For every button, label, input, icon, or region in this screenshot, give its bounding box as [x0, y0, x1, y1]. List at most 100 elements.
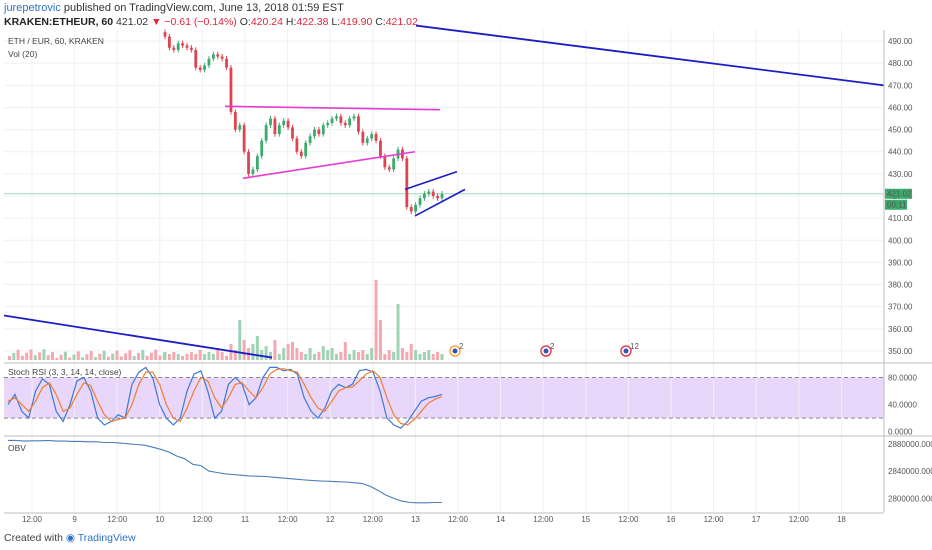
candle-body — [440, 193, 444, 199]
price-axis[interactable]: 490.00 480.00 470.00 460.00 450.00 440.00 430.… — [883, 30, 932, 512]
candle-body — [423, 193, 426, 199]
candle-body — [291, 127, 294, 139]
stoch-legend: Stoch RSI (3, 3, 14, 14, close) — [8, 367, 122, 377]
stoch-tick-label: 40.0000 — [888, 401, 917, 410]
volume-bar — [38, 352, 42, 360]
volume-bar — [59, 354, 63, 360]
candle-body — [220, 56, 224, 59]
candle-body — [330, 118, 334, 123]
candle-body — [414, 204, 418, 212]
volume-bar — [400, 348, 404, 360]
candle-body — [405, 158, 409, 208]
volume-bar — [343, 342, 347, 360]
volume-bar — [46, 355, 50, 360]
last-price-badge — [885, 188, 912, 199]
tradingview-logo-icon: ◉ — [65, 532, 76, 544]
candle-body — [348, 118, 352, 126]
candle-body — [313, 129, 316, 137]
candle-body — [409, 207, 413, 212]
candle-body — [335, 116, 338, 119]
price-tick-label: 390.00 — [888, 258, 913, 267]
candle-body — [304, 142, 308, 157]
volume-bar — [181, 356, 185, 360]
volume-bar — [277, 354, 281, 360]
candle-body — [211, 54, 215, 59]
volume-bar — [158, 355, 162, 360]
volume-bar — [312, 354, 316, 360]
volume-bar — [356, 352, 360, 360]
candle-body — [194, 49, 198, 68]
candle-body — [207, 58, 211, 66]
countdown-label: 00:11 — [887, 201, 907, 210]
candle-body — [295, 138, 299, 152]
volume-bar — [317, 352, 321, 360]
volume-bar — [141, 349, 145, 360]
candle-body — [308, 136, 312, 143]
price-tick-label: 380.00 — [888, 281, 913, 290]
candle-body — [189, 47, 193, 50]
volume-bar — [216, 348, 220, 360]
volume-bar — [260, 350, 264, 360]
time-tick-label: 15 — [581, 515, 590, 524]
author-link[interactable]: jurepetrovic — [4, 2, 61, 14]
volume-bar — [269, 352, 273, 360]
obv-legend: OBV — [8, 443, 26, 453]
time-axis[interactable]: 12:00 9 12:00 10 12:00 11 12:00 12 12:00 13 12:00 1… — [4, 512, 884, 524]
candle-body — [436, 196, 440, 199]
volume-bar — [128, 350, 132, 360]
volume-bar — [106, 356, 110, 360]
volume-bar — [409, 344, 413, 360]
candle-body — [172, 47, 176, 50]
volume-bar — [387, 350, 391, 360]
stoch-k-line — [7, 366, 443, 429]
symbol-info: KRAKEN:ETHEUR, 60 421.02 ▼ −0.61 (−0.14%… — [4, 16, 418, 29]
high-value: 422.38 — [296, 16, 329, 28]
price-tick-label: 350.00 — [888, 347, 913, 356]
volume-bar — [72, 354, 76, 360]
last-price: 421.02 — [116, 16, 149, 28]
candle-body — [225, 58, 228, 68]
time-tick-label: 10 — [155, 515, 164, 524]
candle-body — [273, 118, 277, 135]
candle-body — [163, 32, 167, 37]
volume-bar — [55, 357, 59, 360]
volume-bar — [198, 350, 202, 360]
candle-body — [339, 116, 343, 123]
volume-bar — [308, 348, 312, 360]
grid-lines — [4, 30, 884, 512]
time-tick-label: 12 — [326, 515, 335, 524]
volume-bar — [145, 355, 149, 360]
low-label: L: — [331, 16, 341, 28]
volume-bar — [339, 352, 343, 360]
volume-bar — [207, 352, 211, 360]
candle-body — [365, 138, 369, 143]
pair-legend: ETH / EUR, 60, KRAKEN — [8, 36, 104, 46]
candle-body — [379, 140, 382, 157]
volume-bar — [427, 350, 431, 360]
volume-bar — [167, 354, 171, 360]
candle-body — [299, 151, 303, 157]
candle-body — [251, 169, 255, 174]
last-price-label: 421.02 — [887, 190, 912, 199]
stoch-tick-label: 0.0000 — [888, 428, 913, 437]
volume-bar — [242, 340, 246, 360]
time-tick-label: 12:00 — [448, 515, 469, 524]
time-tick-label: 12:00 — [107, 515, 128, 524]
volume-bar — [189, 352, 193, 360]
time-tick-label: 14 — [496, 515, 505, 524]
time-tick-label: 12:00 — [278, 515, 299, 524]
tradingview-brand-link[interactable]: TradingView — [77, 532, 136, 544]
volume-bar — [378, 320, 382, 360]
volume-bar — [111, 353, 115, 360]
volume-bar — [81, 357, 85, 360]
time-tick-label: 12:00 — [363, 515, 384, 524]
volume-bar — [89, 351, 93, 360]
candle-body — [361, 131, 365, 143]
volume-bar — [374, 280, 378, 360]
volume-bar — [94, 357, 97, 360]
candle-body — [233, 111, 237, 130]
published-text: published on TradingView.com, June 13, 2… — [63, 2, 344, 14]
candle-body — [247, 151, 250, 174]
price-tick-label: 360.00 — [888, 325, 913, 334]
